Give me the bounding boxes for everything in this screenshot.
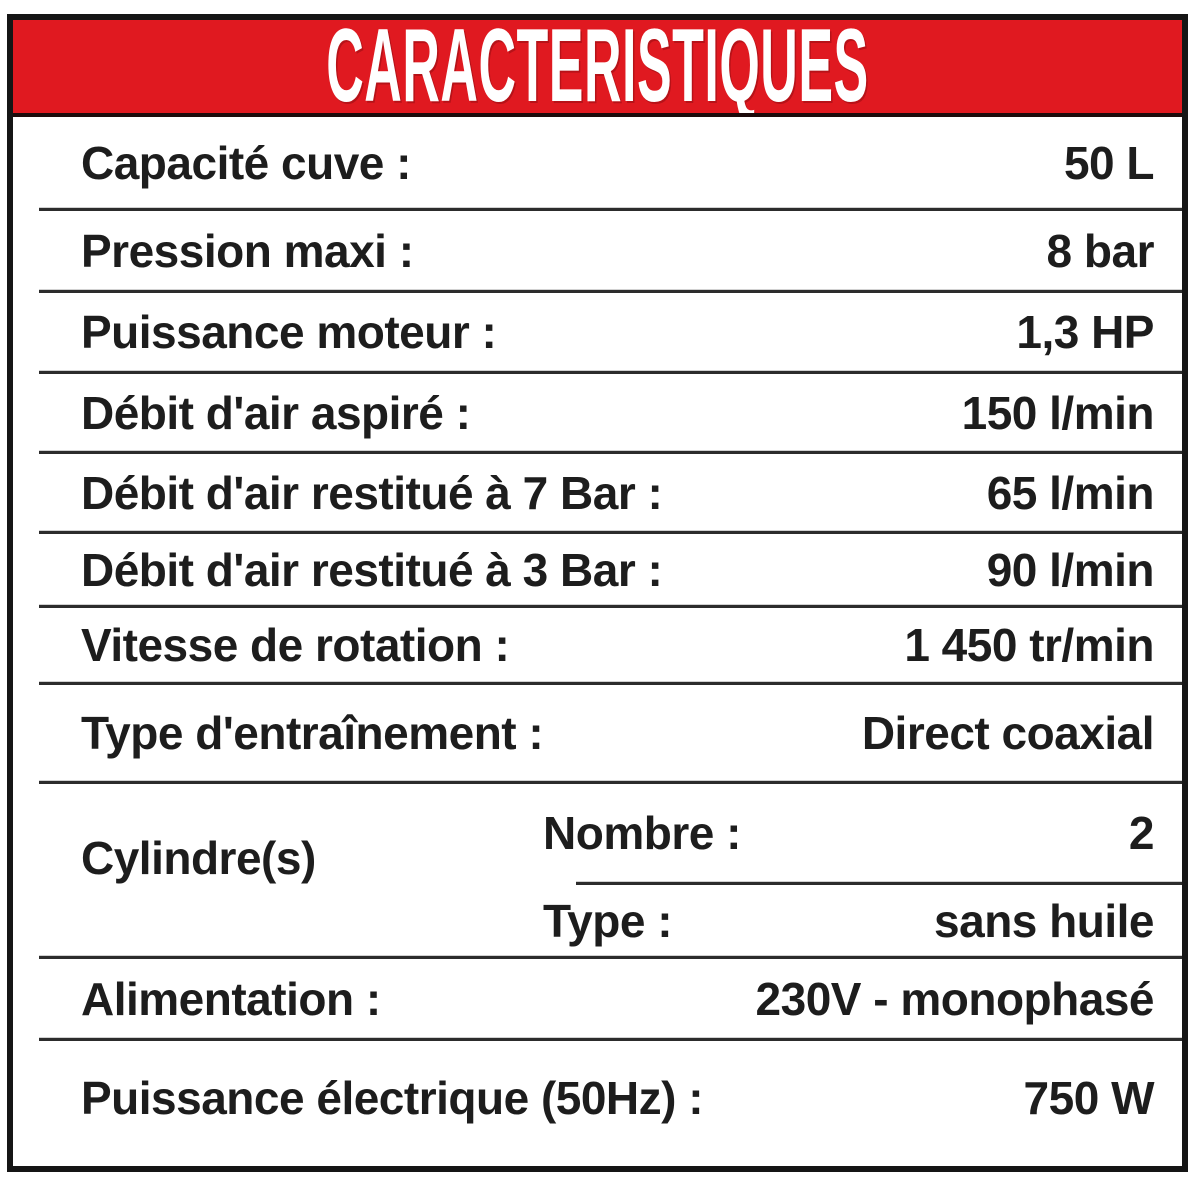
row-divider <box>39 605 1182 608</box>
spec-row-puissance-moteur: Puissance moteur : 1,3 HP <box>13 293 1182 371</box>
spec-label: Nombre : <box>543 807 741 859</box>
row-divider <box>39 531 1182 534</box>
spec-value: 90 l/min <box>986 543 1155 596</box>
spec-label: Débit d'air aspiré : <box>81 386 471 439</box>
spec-label: Type d'entraînement : <box>81 707 544 759</box>
cylinders-sub-rows: Nombre : 2 Type : sans huile <box>543 784 1182 956</box>
spec-value: 1 450 tr/min <box>904 619 1154 671</box>
table-header-banner: CARACTERISTIQUES <box>13 20 1182 117</box>
spec-label: Capacité cuve : <box>81 136 411 189</box>
spec-value: Direct coaxial <box>861 707 1155 759</box>
spec-row-debit-aspire: Débit d'air aspiré : 150 l/min <box>13 374 1182 451</box>
spec-row-alimentation: Alimentation : 230V - monophasé <box>13 959 1182 1038</box>
spec-row-vitesse-rotation: Vitesse de rotation : 1 450 tr/min <box>13 608 1182 682</box>
spec-row-puissance-electrique: Puissance électrique (50Hz) : 750 W <box>13 1041 1182 1166</box>
spec-label: Puissance moteur : <box>81 306 497 358</box>
spec-row-debit-3bar: Débit d'air restitué à 3 Bar : 90 l/min <box>13 534 1182 605</box>
row-divider <box>39 371 1182 374</box>
spec-label: Débit d'air restitué à 7 Bar : <box>81 466 663 519</box>
row-divider <box>39 451 1182 454</box>
spec-value: 8 bar <box>1046 224 1155 277</box>
sub-row-nombre: Nombre : 2 <box>543 784 1182 882</box>
row-divider <box>39 956 1182 959</box>
spec-row-cylindres: Cylindre(s) Nombre : 2 Type : sans huile <box>13 784 1182 956</box>
row-divider <box>39 682 1182 685</box>
spec-label: Débit d'air restitué à 3 Bar : <box>81 543 663 596</box>
spec-value: 65 l/min <box>986 466 1155 519</box>
row-divider <box>39 208 1182 211</box>
spec-label: Cylindre(s) <box>81 832 316 884</box>
spec-row-capacite-cuve: Capacité cuve : 50 L <box>13 117 1182 208</box>
sub-row-type: Type : sans huile <box>543 885 1182 956</box>
row-divider <box>39 781 1182 784</box>
table-title: CARACTERISTIQUES <box>326 20 869 117</box>
spec-value: 50 L <box>1063 136 1155 189</box>
spec-table: CARACTERISTIQUES Capacité cuve : 50 L Pr… <box>7 14 1188 1172</box>
row-divider <box>39 1038 1182 1041</box>
spec-value: 750 W <box>1023 1071 1155 1124</box>
spec-label: Puissance électrique (50Hz) : <box>81 1071 704 1124</box>
spec-label: Alimentation : <box>81 972 381 1025</box>
spec-label: Pression maxi : <box>81 224 414 277</box>
spec-row-debit-7bar: Débit d'air restitué à 7 Bar : 65 l/min <box>13 454 1182 531</box>
sub-row-divider <box>576 882 1182 885</box>
spec-value: 1,3 HP <box>1016 306 1154 358</box>
row-divider <box>39 290 1182 293</box>
spec-value: sans huile <box>934 894 1154 947</box>
spec-value: 230V - monophasé <box>755 972 1155 1025</box>
spec-label: Type : <box>543 894 673 947</box>
spec-row-type-entrainement: Type d'entraînement : Direct coaxial <box>13 685 1182 781</box>
cylinders-label-cell: Cylindre(s) <box>13 772 543 944</box>
spec-row-pression-maxi: Pression maxi : 8 bar <box>13 211 1182 290</box>
spec-label: Vitesse de rotation : <box>81 619 510 671</box>
spec-value: 150 l/min <box>961 386 1155 439</box>
spec-value: 2 <box>1128 807 1155 859</box>
